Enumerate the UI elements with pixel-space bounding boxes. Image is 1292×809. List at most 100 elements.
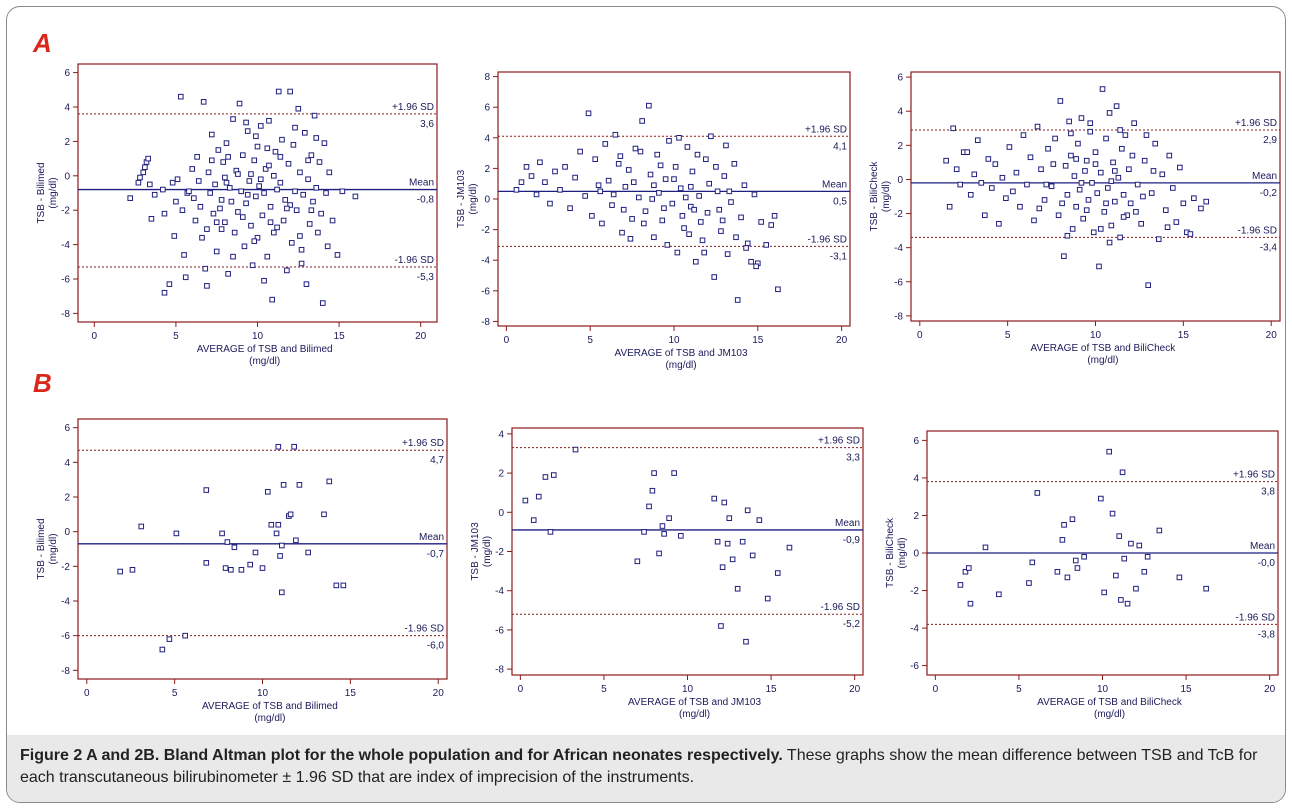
plot-area-frame [511,427,864,676]
data-point [323,190,329,196]
data-point [267,203,274,210]
data-point [266,117,272,124]
data-point [311,112,318,119]
data-point [692,258,699,265]
data-point [219,530,225,537]
data-point [734,297,741,303]
data-point [1144,553,1151,560]
reference-line-label: +1.96 SD [1235,118,1277,129]
data-point [572,446,579,453]
data-point [748,258,754,265]
data-point [1027,154,1034,161]
y-axis-label: TSB - Bilimed [36,162,47,223]
data-point [662,176,669,182]
y-axis-unit: (mg/dl) [881,181,892,212]
data-point [946,203,953,210]
data-point [733,234,739,241]
x-axis-unit: (mg/dl) [1087,355,1118,366]
data-point [1108,178,1115,184]
data-point [142,164,148,171]
data-point [996,220,1002,227]
data-point [610,191,617,198]
data-point [1113,572,1119,579]
data-point [599,220,605,227]
data-point [173,198,179,205]
x-tick-label: 20 [433,688,445,699]
data-point [252,549,259,556]
data-point [537,159,543,166]
data-point [240,152,246,158]
x-tick-label: 5 [1016,684,1022,695]
data-point [612,131,619,138]
x-tick-label: 5 [1005,330,1011,341]
data-point [138,523,145,530]
data-point [189,166,196,172]
data-point [1064,232,1071,239]
data-point [669,200,676,207]
data-point [225,154,231,160]
reference-line-label: Mean [419,532,444,543]
data-point [315,229,321,236]
data-point [1118,597,1124,603]
data-point [273,530,280,537]
data-point [279,589,285,596]
data-point [148,216,155,222]
data-point [313,135,320,141]
data-point [173,530,180,537]
data-point [222,219,228,226]
x-tick-label: 15 [766,684,778,695]
data-point [1024,181,1030,188]
data-point [306,221,313,227]
data-point [721,499,728,506]
data-point [711,274,718,280]
data-point [248,222,254,229]
x-tick-label: 0 [917,330,923,341]
data-point [985,156,992,162]
data-point [585,110,592,117]
data-point [135,179,142,186]
data-point [656,550,662,557]
data-point [522,497,529,504]
data-point [676,134,682,141]
data-point [182,274,189,281]
data-point [677,185,684,192]
panel-label-b: B [33,368,52,398]
data-point [137,174,143,181]
data-point [236,100,243,107]
x-tick-label: 5 [601,684,607,695]
data-point [262,166,269,172]
data-point [1119,145,1125,152]
data-point [1068,152,1074,159]
data-point [595,182,602,189]
y-tick-label: -8 [61,309,70,320]
data-point [1078,180,1085,186]
data-point [724,251,731,257]
data-point [1057,98,1064,104]
data-point [334,252,341,258]
data-point [200,99,207,105]
data-point [1029,559,1036,566]
x-tick-label: 20 [1266,330,1278,341]
data-point [674,249,681,256]
data-point [1126,166,1132,173]
data-point [589,213,595,219]
data-point [259,565,266,571]
data-point [1010,188,1016,195]
reference-line-value: -0,0 [1258,558,1276,569]
data-point [552,168,558,175]
y-tick-label: 0 [64,527,70,538]
data-point [228,198,235,205]
x-axis-unit: (mg/dl) [249,356,280,367]
data-point [718,228,724,234]
data-point [1080,215,1086,222]
data-point [953,166,960,173]
data-point [694,151,701,158]
data-point [288,240,295,246]
data-point [1117,234,1123,241]
x-axis-label: AVERAGE of TSB and BiliCheck [1037,697,1183,708]
bland-altman-plot-b-jm103: -8 -6 -4 -2 0 2 4 0 5 10 15 20 AVERAGE of TSB and JM… [470,427,864,720]
reference-line-value: -0,8 [417,195,435,206]
data-point [161,289,168,296]
data-point [1120,214,1127,220]
data-point [547,200,553,207]
